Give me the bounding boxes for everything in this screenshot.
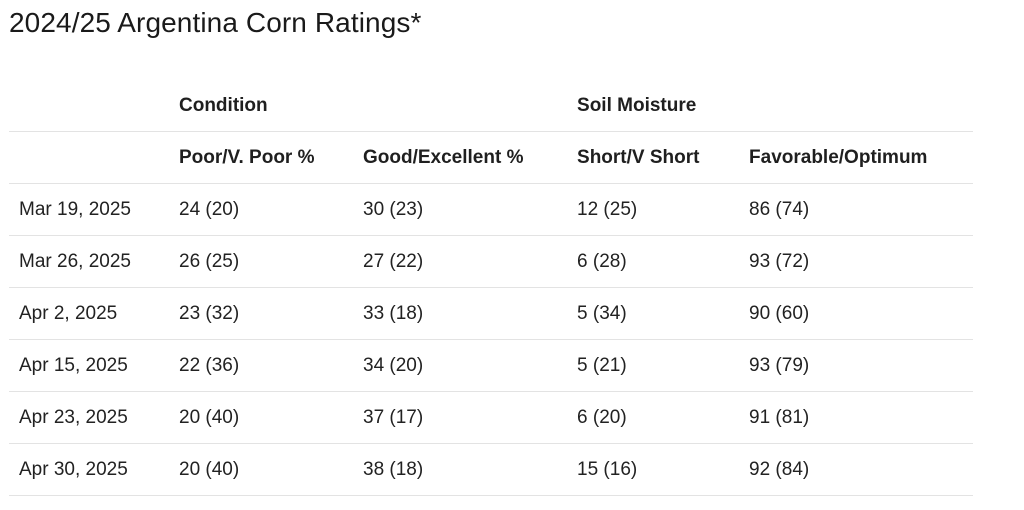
cell-good: 30 (23) <box>353 183 568 236</box>
cell-short: 5 (21) <box>567 339 740 392</box>
cell-good: 27 (22) <box>353 235 568 288</box>
group-header-blank <box>9 80 169 132</box>
cell-poor: 20 (40) <box>169 391 353 444</box>
cell-favorable: 92 (84) <box>739 443 974 496</box>
cell-poor: 24 (20) <box>169 183 353 236</box>
column-header-short: Short/V Short <box>567 131 740 184</box>
cell-date: Mar 19, 2025 <box>9 183 169 236</box>
group-header-row: Condition Soil Moisture <box>9 80 974 132</box>
cell-poor: 26 (25) <box>169 235 353 288</box>
ratings-table: Condition Soil Moisture Poor/V. Poor % G… <box>9 80 974 496</box>
cell-good: 33 (18) <box>353 287 568 340</box>
cell-favorable: 93 (79) <box>739 339 974 392</box>
cell-date: Apr 2, 2025 <box>9 287 169 340</box>
cell-favorable: 93 (72) <box>739 235 974 288</box>
table-row: Apr 30, 2025 20 (40) 38 (18) 15 (16) 92 … <box>9 443 974 496</box>
group-header-condition: Condition <box>169 80 568 132</box>
cell-poor: 20 (40) <box>169 443 353 496</box>
table-row: Apr 2, 2025 23 (32) 33 (18) 5 (34) 90 (6… <box>9 287 974 340</box>
cell-short: 6 (28) <box>567 235 740 288</box>
table-row: Mar 26, 2025 26 (25) 27 (22) 6 (28) 93 (… <box>9 235 974 288</box>
cell-short: 15 (16) <box>567 443 740 496</box>
page-title: 2024/25 Argentina Corn Ratings* <box>9 7 422 38</box>
cell-good: 38 (18) <box>353 443 568 496</box>
cell-poor: 23 (32) <box>169 287 353 340</box>
cell-poor: 22 (36) <box>169 339 353 392</box>
cell-good: 34 (20) <box>353 339 568 392</box>
cell-favorable: 91 (81) <box>739 391 974 444</box>
cell-short: 6 (20) <box>567 391 740 444</box>
column-header-row: Poor/V. Poor % Good/Excellent % Short/V … <box>9 131 974 184</box>
column-header-poor: Poor/V. Poor % <box>169 131 353 184</box>
cell-favorable: 90 (60) <box>739 287 974 340</box>
column-header-good: Good/Excellent % <box>353 131 568 184</box>
column-header-favorable: Favorable/Optimum <box>739 131 974 184</box>
column-header-date <box>9 131 169 184</box>
cell-short: 12 (25) <box>567 183 740 236</box>
cell-date: Apr 23, 2025 <box>9 391 169 444</box>
cell-date: Apr 15, 2025 <box>9 339 169 392</box>
cell-date: Mar 26, 2025 <box>9 235 169 288</box>
table-row: Apr 23, 2025 20 (40) 37 (17) 6 (20) 91 (… <box>9 391 974 444</box>
group-header-soil-moisture: Soil Moisture <box>567 80 974 132</box>
cell-short: 5 (34) <box>567 287 740 340</box>
cell-favorable: 86 (74) <box>739 183 974 236</box>
table-row: Mar 19, 2025 24 (20) 30 (23) 12 (25) 86 … <box>9 183 974 236</box>
cell-date: Apr 30, 2025 <box>9 443 169 496</box>
table-row: Apr 15, 2025 22 (36) 34 (20) 5 (21) 93 (… <box>9 339 974 392</box>
cell-good: 37 (17) <box>353 391 568 444</box>
